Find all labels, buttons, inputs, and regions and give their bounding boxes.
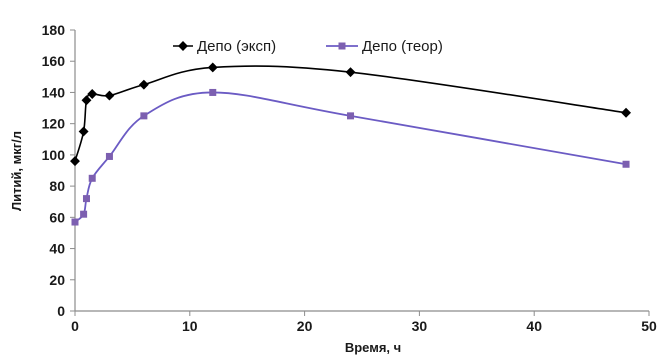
y-ticks: 0 20 40 60 80 100 120 140 160 180 (42, 22, 75, 319)
series-layer (70, 62, 631, 226)
data-point (209, 88, 217, 96)
axes (74, 30, 649, 312)
data-point (622, 160, 630, 168)
x-axis-title: Время, ч (345, 340, 401, 355)
legend-marker-theoretical (338, 42, 346, 50)
x-tick-label: 10 (182, 318, 198, 334)
data-point (71, 218, 79, 226)
series-line (74, 91, 627, 223)
x-tick-label: 40 (526, 318, 542, 334)
y-tick-label: 60 (49, 209, 65, 225)
data-point (82, 195, 90, 203)
y-tick-label: 120 (42, 116, 66, 132)
data-point (347, 112, 355, 120)
x-ticks: 0 10 20 30 40 50 (71, 311, 657, 334)
legend-item-theoretical: Депо (теор) (326, 38, 443, 55)
legend: Депо (эксп) Депо (теор) (173, 38, 443, 55)
y-tick-label: 80 (49, 178, 65, 194)
data-point (104, 90, 115, 101)
y-tick-label: 100 (42, 147, 66, 163)
data-point (621, 107, 631, 118)
data-point (78, 126, 89, 137)
data-point (345, 67, 356, 78)
data-point (87, 89, 98, 99)
data-point (207, 62, 218, 73)
data-point (70, 156, 80, 167)
legend-item-experimental: Депо (эксп) (173, 38, 276, 55)
y-tick-label: 140 (42, 84, 66, 100)
series-experimental (70, 62, 631, 167)
x-tick-label: 50 (641, 318, 657, 334)
x-tick-label: 0 (71, 318, 79, 334)
data-point (140, 112, 148, 120)
y-tick-label: 20 (49, 272, 65, 288)
y-axis-title: Литий, мкг/л (9, 131, 24, 211)
data-point (88, 174, 96, 182)
series-theoretical (71, 88, 630, 226)
y-tick-label: 180 (42, 22, 66, 38)
legend-label-experimental: Депо (эксп) (197, 38, 276, 55)
y-tick-label: 160 (42, 53, 66, 69)
legend-label-theoretical: Депо (теор) (362, 38, 443, 55)
y-tick-label: 0 (57, 303, 65, 319)
series-line (74, 65, 627, 162)
data-point (138, 79, 149, 90)
legend-marker-experimental (178, 41, 188, 51)
data-point (105, 152, 113, 160)
x-tick-label: 20 (297, 318, 313, 334)
y-tick-label: 40 (49, 241, 65, 257)
data-point (80, 210, 88, 218)
data-point (81, 95, 92, 106)
x-tick-label: 30 (412, 318, 428, 334)
